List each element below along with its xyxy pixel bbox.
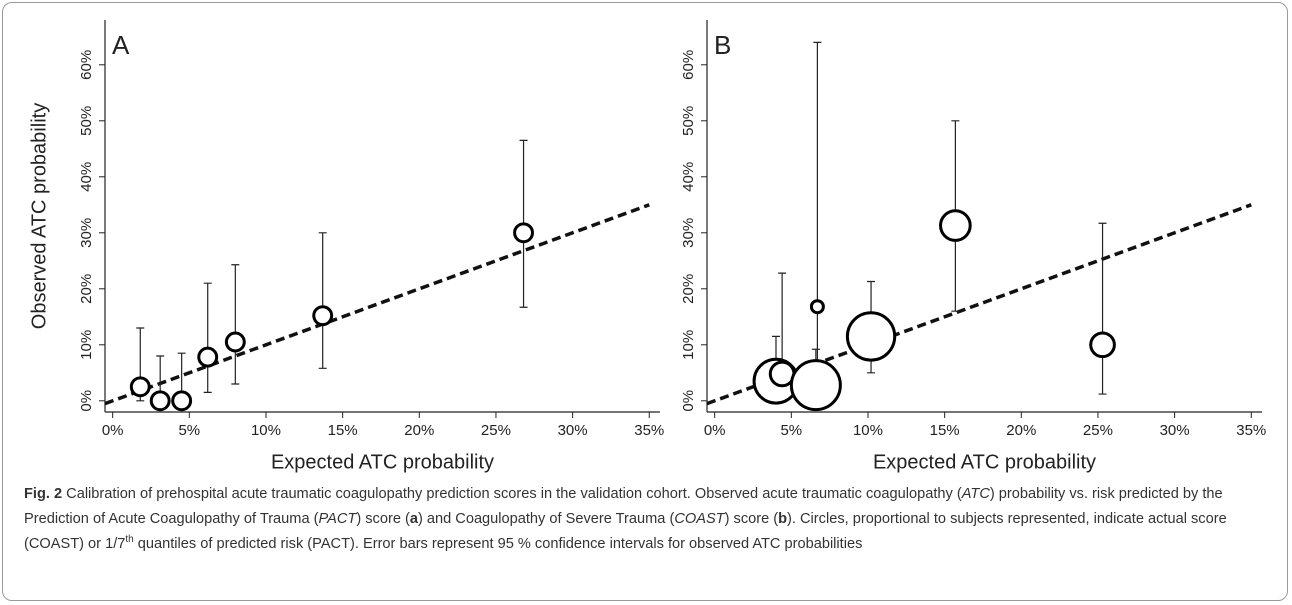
x-axis-label: Expected ATC probability: [873, 451, 1096, 473]
reference-line: [706, 203, 1252, 406]
x-tick-label: 5%: [780, 422, 802, 439]
point: [845, 311, 897, 362]
caption-text: ATC: [961, 486, 990, 502]
y-tick-label: 50%: [680, 106, 697, 136]
y-tick-label: 40%: [78, 162, 95, 192]
point: [149, 390, 171, 412]
x-tick-label: 35%: [1236, 422, 1266, 439]
x-tick-label: 10%: [853, 422, 883, 439]
caption-text: b: [778, 511, 788, 527]
error-bar: [813, 41, 822, 402]
x-tick-label: 20%: [1006, 422, 1036, 439]
point: [197, 346, 219, 368]
y-axis-label: Observed ATC probability: [28, 103, 50, 329]
y-tick-label: 10%: [680, 330, 697, 360]
x-tick-label: 15%: [328, 422, 358, 439]
point: [789, 359, 842, 412]
x-tick-label: 30%: [1160, 422, 1190, 439]
caption: Fig. 2 Calibration of prehospital acute …: [24, 482, 1274, 557]
caption-text: ) score (: [356, 511, 410, 527]
error-bar: [318, 232, 327, 369]
point: [312, 305, 334, 327]
x-tick-label: 5%: [178, 422, 200, 439]
point: [809, 299, 825, 315]
panel-label: B: [714, 30, 731, 60]
error-bar: [1098, 222, 1107, 395]
caption-text: ) and Coagulopathy of Severe Trauma (: [417, 511, 675, 527]
point: [939, 209, 972, 242]
x-tick-label: 35%: [634, 422, 664, 439]
y-tick-label: 20%: [680, 274, 697, 304]
panel-label: A: [112, 30, 130, 60]
point: [129, 376, 151, 398]
y-tick-label: 0%: [680, 390, 697, 412]
caption-text: PACT: [318, 511, 357, 527]
caption-text: th: [125, 534, 134, 546]
caption-text: quantiles of predicted risk (PACT). Erro…: [133, 536, 863, 552]
reference-line: [104, 203, 650, 406]
y-tick-label: 40%: [680, 162, 697, 192]
error-bar: [231, 264, 240, 385]
figure: 0% 10% 20% 30% 40% 50% 60% 0% 5% 10% 15% 20% 25% 30% 3…: [28, 20, 1266, 473]
x-tick-label: 20%: [404, 422, 434, 439]
point: [1089, 331, 1116, 359]
y-tick-label: 60%: [78, 50, 95, 80]
x-tick-label: 25%: [481, 422, 511, 439]
y-tick-label: 30%: [680, 218, 697, 248]
caption-text: Calibration of prehospital acute traumat…: [62, 486, 962, 502]
y-tick-label: 30%: [78, 218, 95, 248]
x-tick-label: 0%: [102, 422, 124, 439]
x-tick-label: 25%: [1083, 422, 1113, 439]
caption-text: COAST: [674, 511, 725, 527]
x-tick-label: 30%: [558, 422, 588, 439]
point: [171, 390, 193, 412]
y-tick-label: 20%: [78, 274, 95, 304]
error-bar: [203, 282, 212, 393]
point: [224, 331, 246, 353]
caption-label: Fig. 2: [24, 486, 63, 502]
caption-text: ) probability vs. risk predicted by the …: [24, 486, 1223, 527]
x-tick-label: 10%: [251, 422, 281, 439]
y-tick-label: 0%: [78, 390, 95, 412]
y-tick-label: 10%: [78, 330, 95, 360]
point: [513, 222, 534, 244]
x-tick-label: 0%: [704, 422, 726, 439]
caption-text: ) score (: [724, 511, 779, 527]
y-tick-label: 50%: [78, 106, 95, 136]
x-tick-label: 15%: [930, 422, 960, 439]
x-axis-label: Expected ATC probability: [271, 451, 494, 473]
caption-text: a: [409, 511, 418, 527]
y-tick-label: 60%: [680, 50, 697, 80]
caption-text: ). Circles, proportional to subjects rep…: [24, 511, 1227, 552]
